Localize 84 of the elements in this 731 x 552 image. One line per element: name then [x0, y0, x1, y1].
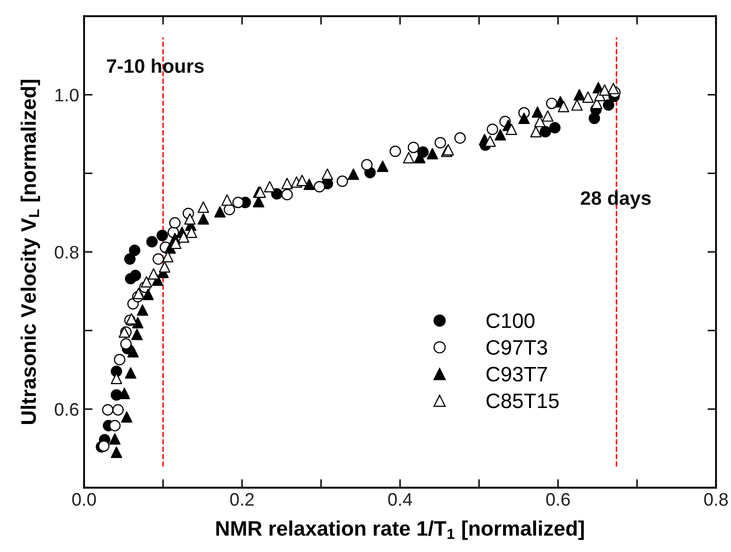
point: [112, 404, 124, 416]
point: [232, 196, 244, 208]
point: [142, 288, 154, 300]
annotation: 28 days: [580, 190, 651, 209]
point: [303, 178, 315, 190]
point: [124, 253, 136, 265]
point: [361, 158, 373, 170]
point: [296, 174, 308, 186]
x-tick-label: 0.0: [72, 493, 96, 506]
point: [530, 126, 542, 138]
point: [109, 433, 121, 445]
point: [118, 388, 130, 400]
point: [221, 194, 233, 206]
legend-label: C97T3: [486, 340, 548, 355]
point: [549, 122, 561, 134]
point: [454, 132, 466, 144]
point: [540, 126, 552, 138]
point: [582, 91, 594, 103]
point: [484, 135, 496, 147]
point: [426, 148, 438, 160]
point: [128, 244, 140, 256]
point: [542, 110, 554, 122]
y-tick-label: 1.0: [55, 88, 78, 102]
x-tick-label: 0.6: [546, 493, 570, 506]
x-axis-title: NMR relaxation rate 1/T$_{1}$ [normalized]: [216, 520, 584, 540]
point: [124, 367, 136, 379]
point: [214, 206, 226, 218]
point: [608, 82, 620, 94]
point: [546, 98, 558, 110]
point: [184, 213, 196, 225]
point: [506, 124, 518, 136]
point: [131, 328, 143, 340]
x-tick-label: 0.4: [388, 493, 412, 506]
x-tick-label: 0.8: [704, 493, 728, 506]
point: [281, 188, 293, 200]
point: [109, 420, 121, 432]
point: [152, 253, 164, 265]
legend-label: C85T15: [486, 393, 559, 408]
point: [156, 230, 168, 242]
annotation: 7-10 hours: [107, 58, 204, 73]
y-axis-title: Ultrasonic Velocity V$_{L}$ [normalized]: [20, 80, 40, 424]
legend-label: C93T7: [486, 366, 547, 382]
point: [558, 100, 570, 112]
point: [136, 304, 148, 316]
point: [322, 168, 334, 180]
point: [403, 152, 414, 164]
point: [127, 346, 139, 358]
point: [132, 288, 144, 300]
point: [158, 261, 170, 273]
legend-label: C100: [486, 313, 534, 328]
point: [198, 213, 210, 225]
point: [120, 338, 132, 350]
point: [494, 129, 506, 141]
point: [114, 354, 126, 366]
point: [532, 106, 544, 118]
point: [434, 136, 446, 148]
point: [598, 84, 610, 96]
point: [102, 404, 114, 416]
point: [602, 99, 614, 111]
point: [140, 276, 152, 288]
point: [486, 124, 498, 136]
point: [98, 440, 110, 452]
point: [376, 160, 388, 172]
x-tick-label: 0.2: [230, 493, 254, 506]
point: [169, 217, 181, 229]
point: [408, 142, 420, 154]
point: [198, 201, 210, 213]
point: [518, 112, 530, 124]
point: [574, 89, 586, 100]
point: [110, 446, 122, 458]
point: [348, 168, 360, 180]
point: [314, 181, 326, 192]
point: [130, 270, 142, 282]
point: [264, 181, 276, 192]
point: [148, 268, 160, 280]
y-tick-label: 0.8: [54, 246, 78, 259]
point: [121, 411, 132, 423]
y-tick-label: 0.6: [54, 403, 78, 416]
point: [336, 176, 348, 187]
point: [146, 236, 158, 248]
point: [390, 146, 402, 158]
point: [281, 178, 293, 190]
point: [132, 316, 144, 328]
point: [571, 99, 583, 111]
